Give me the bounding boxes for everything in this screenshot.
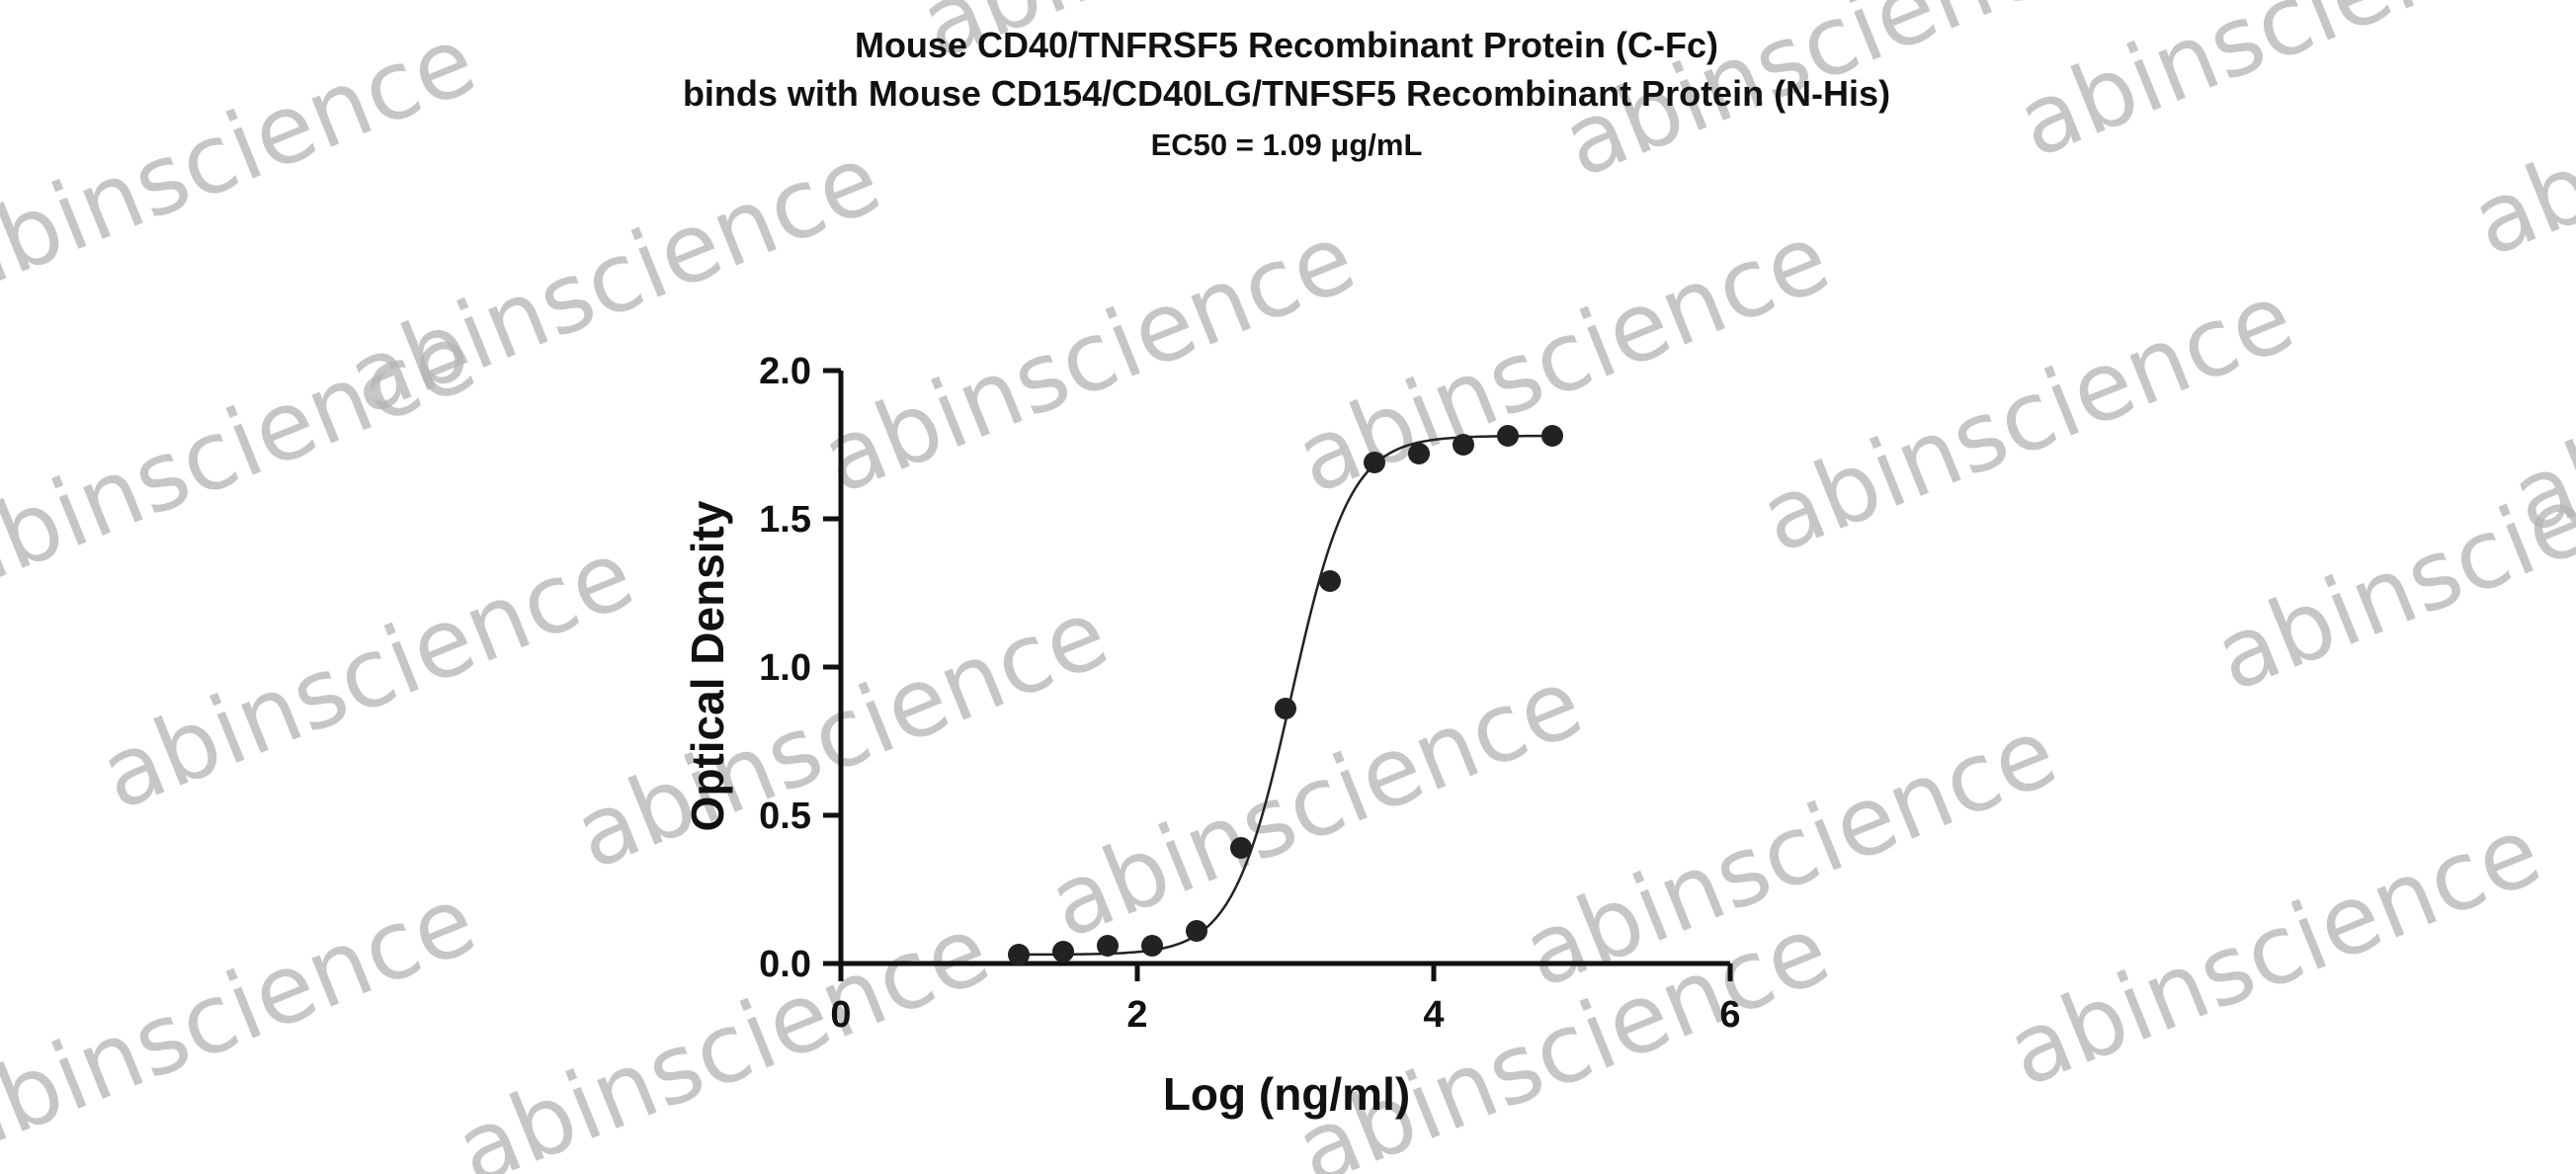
watermark-text: abinscience (0, 301, 490, 615)
watermark-text: abinscience (442, 894, 1004, 1174)
y-tick-label: 2.0 (759, 351, 811, 392)
watermark-text: abinscience (86, 519, 648, 832)
x-axis-title: Log (ng/ml) (1163, 1068, 1410, 1120)
data-point (1497, 425, 1519, 447)
watermark-text: abinscience (0, 865, 490, 1174)
chart-subtitle-ec50: EC50 = 1.09 μg/mL (1151, 127, 1423, 162)
data-point (1052, 941, 1074, 963)
chart-title-line-1: Mouse CD40/TNFRSF5 Recombinant Protein (… (855, 25, 1718, 65)
watermark-text: abinscience (2003, 0, 2565, 179)
plot-area: 0 2 4 6 0.0 0.5 1.0 1.5 2.0 (759, 351, 1740, 1036)
y-axis-title: Optical Density (682, 500, 733, 831)
chart-title-line-2: binds with Mouse CD154/CD40LG/TNFSF5 Rec… (683, 73, 1890, 114)
x-tick-label: 6 (1719, 994, 1740, 1036)
watermark-text: abinscience (1993, 796, 2555, 1109)
data-point (1230, 837, 1252, 859)
data-point (1408, 443, 1430, 464)
x-tick-label: 2 (1126, 994, 1147, 1036)
y-tick-label: 0.5 (759, 796, 811, 837)
y-tick-label: 1.0 (759, 647, 811, 689)
watermark-text: abinscience (2457, 0, 2576, 278)
y-tick-label: 1.5 (759, 499, 811, 541)
watermark-text: abinscience (807, 203, 1370, 516)
y-tick-label: 0.0 (759, 944, 811, 985)
data-point (1141, 935, 1163, 957)
data-point (1275, 698, 1296, 719)
data-point (1008, 944, 1030, 965)
data-point (1364, 452, 1385, 473)
x-tick-label: 4 (1423, 994, 1444, 1036)
watermark-text: abinscience (0, 5, 490, 318)
x-tick-label: 0 (830, 994, 851, 1036)
data-point (1453, 434, 1474, 456)
data-point (1319, 570, 1341, 592)
data-point (1097, 935, 1119, 957)
data-point (1186, 920, 1207, 942)
data-point (1541, 425, 1563, 447)
